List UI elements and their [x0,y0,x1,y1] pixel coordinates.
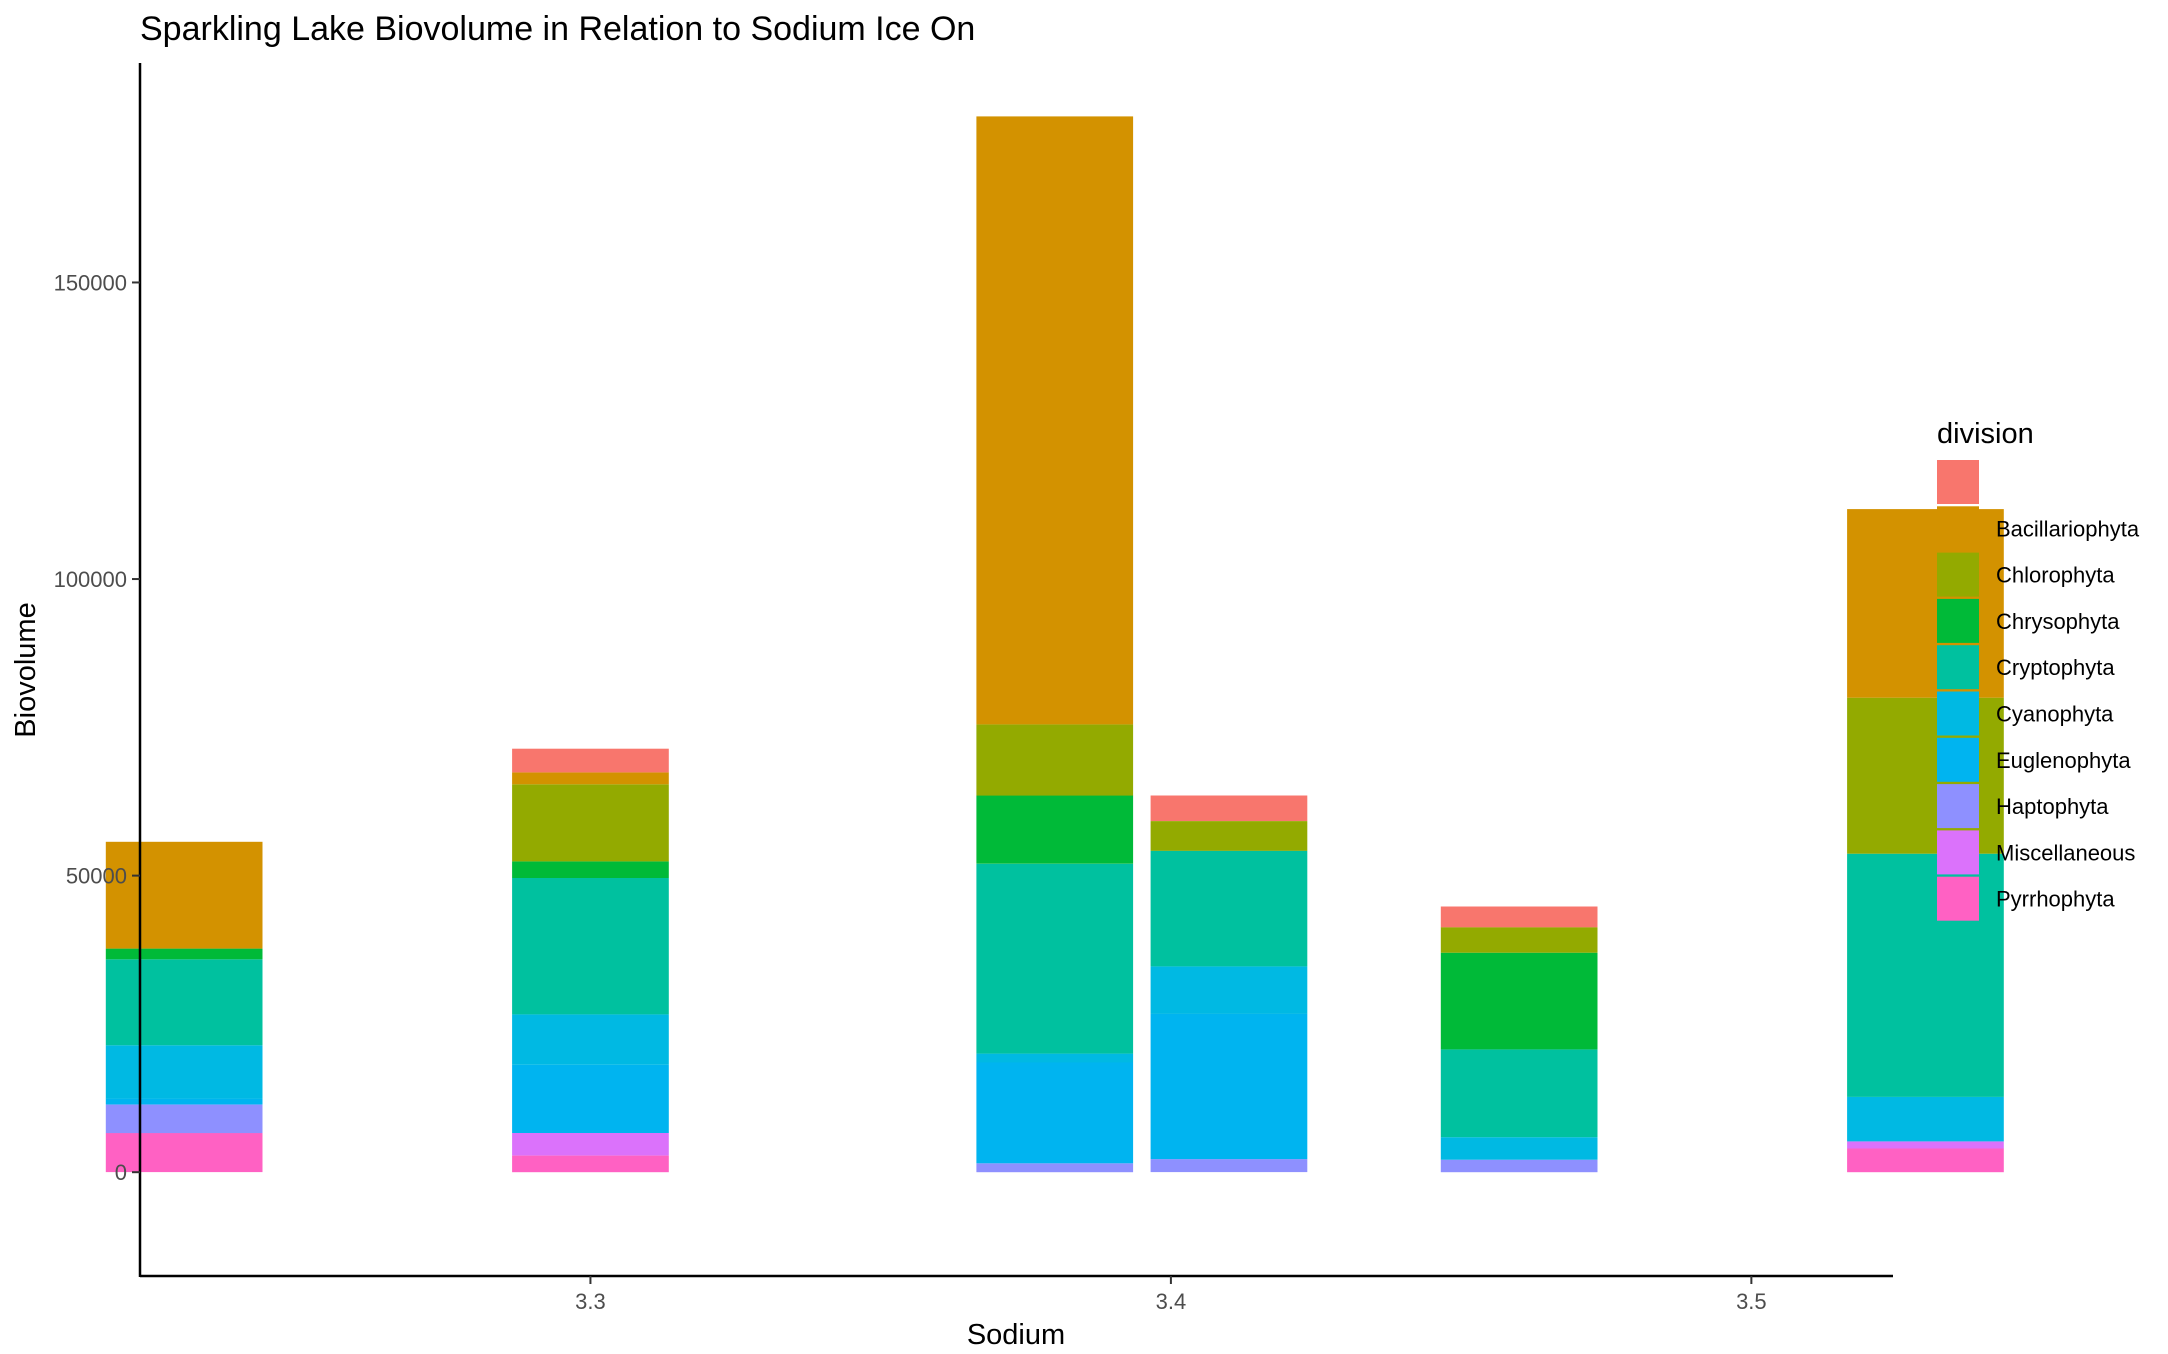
bar-segment-0-6 [105,1098,263,1105]
bar-segment-2-2 [976,724,1134,796]
bar-segment-1-4 [512,878,669,1015]
bar-segment-0-5 [105,1045,263,1099]
bar-segment-4-5 [1440,1137,1598,1160]
y-tick-label: 100000 [54,567,127,592]
bar-segment-1-2 [512,784,669,862]
bars-layer [105,116,2004,1173]
legend-label: Euglenophyta [1996,748,2131,773]
bar-segment-1-8 [512,1133,669,1156]
legend-label: Cryptophyta [1996,655,2115,680]
bar-segment-4-2 [1440,927,1598,953]
bar-segment-2-3 [976,795,1134,864]
bar-segment-3-4 [1150,850,1308,967]
bar-segment-2-6 [976,1062,1134,1164]
bar-segment-5-2 [1847,697,2004,854]
legend-key [1937,737,1979,782]
x-tick-label: 3.4 [1156,1289,1187,1314]
legend-label: Bacillariophyta [1996,516,2140,541]
legend-key [1937,691,1979,736]
legend-label: Haptophyta [1996,794,2109,819]
bar-segment-0-4 [105,959,263,1046]
bar-segment-4-7 [1440,1159,1598,1173]
y-axis-title: Biovolume [10,602,42,737]
bar-segment-5-1 [1847,509,2004,698]
legend-title: division [1937,418,2034,450]
x-tick-label: 3.3 [575,1289,606,1314]
x-axis-ticks: 3.3 3.4 3.5 [575,1276,1767,1314]
bar-segment-2-4 [976,863,1134,1054]
y-axis-ticks: 0 50000 100000 150000 [54,270,140,1185]
y-tick-label: 150000 [54,270,127,295]
bar-segment-3-6 [1150,1013,1308,1160]
bar-segment-0-7 [105,1104,263,1134]
bar-segment-0-1 [105,841,263,949]
bar-segment-5-5 [1847,1096,2004,1142]
bar-segment-3-2 [1150,821,1308,851]
bar-segment-1-5 [512,1014,669,1065]
bar-segment-3-0 [1150,795,1308,821]
bar-segment-4-0 [1440,906,1598,928]
bar-segment-1-0 [512,748,669,773]
legend-key [1937,830,1979,875]
bar-segment-4-4 [1440,1049,1598,1138]
legend-key [1937,460,1979,504]
legend-key [1937,506,1979,551]
legend: division Bacillariophyta Chlorophyta Chrys… [1937,418,2140,921]
bar-segment-1-3 [512,861,669,878]
chart-title: Sparkling Lake Biovolume in Relation to … [140,10,975,48]
bar-segment-4-3 [1440,952,1598,1050]
bar-segment-0-9 [105,1133,263,1173]
y-tick-label: 0 [115,1160,127,1185]
bar-segment-5-9 [1847,1148,2004,1173]
legend-label: Chrysophyta [1996,609,2120,634]
legend-label: Pyrrhophyta [1996,887,2115,912]
legend-key [1937,552,1979,597]
bar-segment-2-1 [976,116,1134,725]
legend-label: Chlorophyta [1996,563,2115,588]
legend-key [1937,645,1979,690]
bar-segment-5-8 [1847,1141,2004,1149]
bar-segment-3-7 [1150,1159,1308,1173]
x-axis-title: Sodium [967,1319,1065,1351]
legend-key [1937,876,1979,921]
bar-segment-3-5 [1150,966,1308,1014]
legend-key [1937,598,1979,643]
legend-label: Miscellaneous [1996,840,2135,865]
legend-label: Cyanophyta [1996,702,2114,727]
bar-segment-1-9 [512,1155,669,1173]
y-tick-label: 50000 [66,864,127,889]
legend-key [1937,784,1979,829]
bar-segment-5-4 [1847,853,2004,1097]
bar-segment-0-3 [105,948,263,960]
bar-segment-2-5 [976,1053,1134,1063]
bar-segment-1-6 [512,1064,669,1133]
bar-segment-1-1 [512,772,669,785]
x-tick-label: 3.5 [1736,1289,1767,1314]
bar-segment-2-7 [976,1163,1134,1173]
